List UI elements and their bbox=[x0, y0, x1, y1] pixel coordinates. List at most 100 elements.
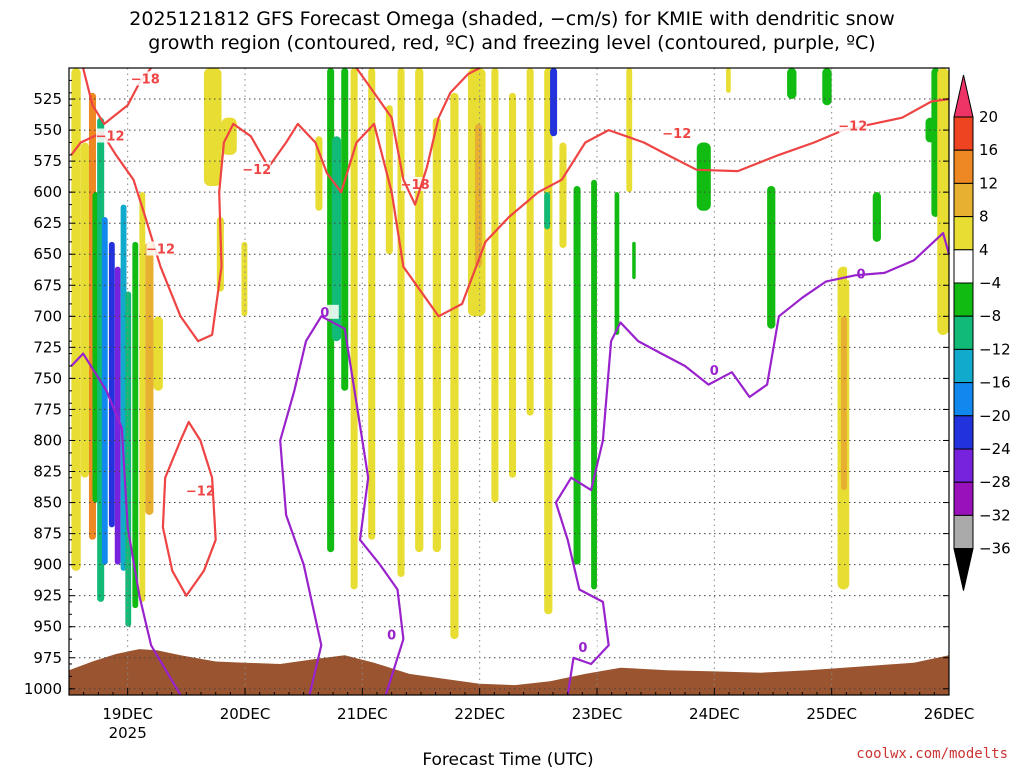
omega-cell bbox=[614, 192, 620, 335]
contour-label-bg bbox=[662, 126, 691, 141]
omega-cell bbox=[544, 192, 551, 230]
colorbar-cell bbox=[953, 415, 974, 450]
contour-label-bg bbox=[700, 363, 729, 378]
contour-label: −12 bbox=[96, 130, 125, 145]
y-tick-label: 725 bbox=[33, 338, 62, 356]
omega-shading-layer bbox=[71, 68, 949, 640]
y-tick-label: 700 bbox=[33, 307, 62, 325]
colorbar-label: −32 bbox=[979, 506, 1011, 524]
colorbar-arrow-bottom bbox=[953, 548, 974, 591]
contour-label: −12 bbox=[186, 485, 215, 500]
colorbar-label: 4 bbox=[979, 241, 989, 259]
omega-cell bbox=[544, 68, 553, 615]
contour-label-bg bbox=[310, 304, 339, 319]
colorbar-label: 12 bbox=[979, 174, 998, 192]
y-tick-label: 525 bbox=[33, 90, 62, 108]
omega-cell bbox=[937, 68, 949, 335]
x-axis-title: Forecast Time (UTC) bbox=[422, 750, 593, 768]
contour-label: 0 bbox=[320, 306, 329, 321]
terrain-surface bbox=[69, 649, 949, 695]
colorbar-cell bbox=[953, 382, 974, 417]
colorbar-label: −16 bbox=[979, 374, 1011, 392]
omega-cell bbox=[132, 241, 139, 609]
omega-cell bbox=[153, 316, 163, 391]
contour-label: 0 bbox=[578, 641, 587, 656]
contour-label-bg bbox=[838, 118, 867, 133]
colorbar-label: −24 bbox=[979, 440, 1011, 458]
y-tick-label: 575 bbox=[33, 152, 62, 170]
omega-cell bbox=[591, 179, 597, 590]
y-tick-label: 625 bbox=[33, 214, 62, 232]
contour-label: −12 bbox=[146, 243, 175, 258]
colorbar-cell bbox=[953, 182, 974, 218]
omega-cell bbox=[450, 92, 459, 640]
colorbar-cell bbox=[953, 448, 974, 483]
x-tick-label: 21DEC bbox=[337, 705, 388, 723]
omega-cell bbox=[550, 68, 558, 137]
omega-cell bbox=[350, 68, 358, 590]
omega-cell bbox=[726, 68, 731, 93]
colorbar-cell bbox=[953, 116, 974, 151]
omega-cell bbox=[822, 68, 832, 106]
x-tick-sublabel: 2025 bbox=[109, 724, 147, 742]
contour-freezing-level-3 bbox=[554, 232, 951, 696]
x-tick-label: 24DEC bbox=[689, 705, 740, 723]
colorbar-label: −20 bbox=[979, 407, 1011, 425]
contour-label: 0 bbox=[710, 364, 719, 379]
y-tick-label: 975 bbox=[33, 649, 62, 667]
colorbar-label: 16 bbox=[979, 141, 998, 159]
contour-label-bg bbox=[186, 483, 215, 498]
colorbar: 20 16 12 8 4 −4 −8 −12 −16 −20 −24 −28 −32 −36 bbox=[953, 74, 1011, 591]
colorbar-cell bbox=[953, 216, 974, 251]
omega-cell bbox=[787, 68, 797, 100]
contour-label-bg bbox=[146, 241, 175, 256]
contour-label-bg bbox=[131, 71, 160, 86]
omega-cell bbox=[632, 241, 636, 280]
x-tick-label: 25DEC bbox=[806, 705, 857, 723]
omega-cell bbox=[415, 68, 424, 553]
omega-cell bbox=[203, 68, 222, 186]
colorbar-label: −36 bbox=[979, 540, 1011, 558]
x-tick-label: 23DEC bbox=[572, 705, 623, 723]
credit-link[interactable]: coolwx.com/modelts bbox=[856, 746, 1008, 762]
y-tick-label: 600 bbox=[33, 183, 62, 201]
x-tick-label: 26DEC bbox=[924, 705, 975, 723]
colorbar-label: 8 bbox=[979, 208, 989, 226]
omega-cell bbox=[509, 92, 517, 478]
y-tick-label: 950 bbox=[33, 618, 62, 636]
contour-label: −12 bbox=[838, 120, 867, 135]
x-tick-label: 20DEC bbox=[220, 705, 271, 723]
terrain-layer bbox=[69, 649, 949, 695]
omega-cell bbox=[241, 241, 248, 317]
omega-cell bbox=[101, 216, 108, 565]
y-tick-label: 900 bbox=[33, 556, 62, 574]
colorbar-cell bbox=[953, 149, 974, 184]
y-tick-label: 875 bbox=[33, 525, 62, 543]
contour-label-bg bbox=[242, 162, 271, 177]
contour-label: 0 bbox=[387, 629, 396, 644]
y-axis: 525 550 575 600 625 650 675 700 725 750 775 800 825 8… bbox=[24, 79, 949, 698]
contour-dendritic-upper-2 bbox=[355, 67, 481, 206]
colorbar-cell bbox=[953, 249, 974, 284]
y-tick-label: 925 bbox=[33, 587, 62, 605]
omega-cell bbox=[526, 68, 534, 416]
colorbar-label: 20 bbox=[979, 108, 998, 126]
omega-cell bbox=[80, 142, 89, 478]
colorbar-cell bbox=[953, 282, 974, 317]
contour-freezing-level bbox=[70, 352, 182, 696]
contour-label: −12 bbox=[242, 163, 271, 178]
contour-freezing-level-2 bbox=[279, 315, 405, 696]
omega-cell bbox=[108, 241, 115, 528]
x-tick-label: 19DEC bbox=[102, 705, 153, 723]
colorbar-label: −8 bbox=[979, 307, 1001, 325]
chart-title-line-1: 2025121812 GFS Forecast Omega (shaded, −… bbox=[129, 8, 894, 30]
contour-dendritic-lower-loop bbox=[161, 420, 217, 597]
contour-label-bg bbox=[377, 627, 406, 642]
chart-title-line-2: growth region (contoured, red, ºC) and f… bbox=[148, 32, 875, 54]
omega-cell bbox=[474, 123, 483, 267]
contour-label-bg bbox=[847, 266, 875, 281]
omega-cell bbox=[125, 291, 132, 627]
